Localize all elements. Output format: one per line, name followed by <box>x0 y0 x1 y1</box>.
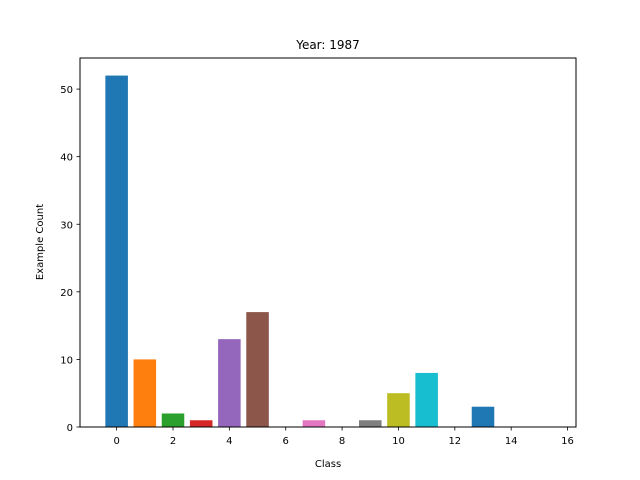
bar-class-1 <box>133 359 157 427</box>
x-tick-label: 2 <box>170 436 176 447</box>
y-axis-ticks: 0 10 20 30 40 50 <box>60 85 80 434</box>
x-tick-label: 10 <box>392 436 405 447</box>
y-tick-label: 20 <box>60 288 73 299</box>
x-tick-label: 16 <box>561 436 574 447</box>
bar-class-7 <box>302 420 326 427</box>
x-tick-label: 12 <box>448 436 461 447</box>
bars-group <box>105 75 495 428</box>
y-tick-label: 0 <box>67 423 73 434</box>
bar-class-10 <box>387 393 410 427</box>
y-axis-label: Example Count <box>35 204 46 280</box>
x-tick-label: 8 <box>339 436 345 447</box>
bar-class-2 <box>161 413 185 427</box>
x-tick-label: 14 <box>505 436 518 447</box>
y-tick-label: 50 <box>60 85 73 96</box>
x-tick-label: 4 <box>226 436 232 447</box>
bar-class-3 <box>189 420 213 427</box>
bar-class-4 <box>218 339 241 427</box>
chart-title: Year: 1987 <box>295 38 360 52</box>
bar-class-13 <box>471 406 495 427</box>
x-axis-label: Class <box>315 459 341 470</box>
y-tick-label: 30 <box>60 220 73 231</box>
y-tick-label: 40 <box>60 153 73 164</box>
y-tick-label: 10 <box>60 355 73 366</box>
bar-class-9 <box>359 420 382 427</box>
bar-class-5 <box>246 312 269 427</box>
plot-frame <box>79 57 577 428</box>
x-axis-ticks: 0 2 4 6 8 10 12 14 16 <box>113 427 574 447</box>
bar-class-11 <box>415 372 438 427</box>
x-tick-label: 0 <box>113 436 119 447</box>
bar-class-0 <box>105 75 128 428</box>
x-tick-label: 6 <box>283 436 289 447</box>
